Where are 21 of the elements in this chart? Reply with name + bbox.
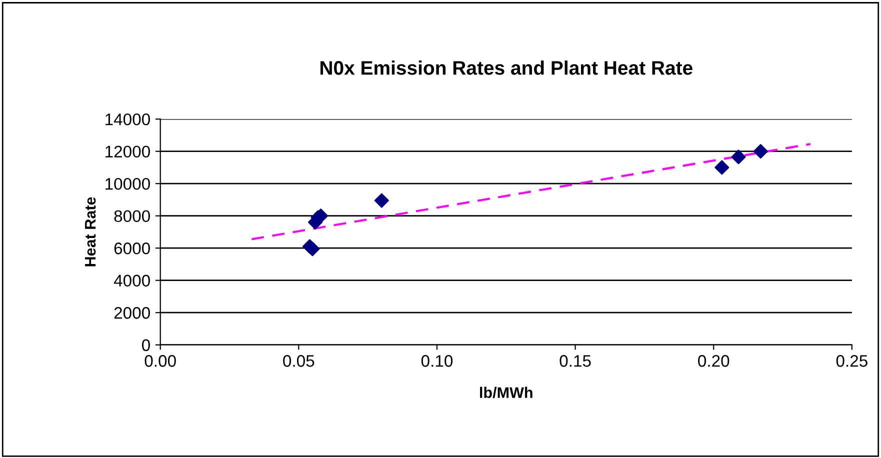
point bbox=[374, 193, 389, 208]
point bbox=[753, 144, 768, 159]
x-axis-title: lb/MWh bbox=[480, 386, 532, 398]
x-tick-label: 0.10 bbox=[421, 355, 453, 367]
x-tick-label: 0.20 bbox=[698, 355, 730, 367]
y-axis-title: Heat Rate bbox=[85, 197, 96, 266]
y-tick-label: 14000 bbox=[106, 113, 150, 126]
point bbox=[731, 150, 746, 164]
x-tick-label: 0.25 bbox=[836, 355, 868, 367]
y-tick-label: 6000 bbox=[114, 242, 150, 254]
y-tick-label: 10000 bbox=[106, 178, 150, 190]
chart-title: N0x Emission Rates and Plant Heat Rate bbox=[320, 60, 692, 75]
point bbox=[714, 160, 730, 175]
y-tick-label: 4000 bbox=[114, 274, 150, 287]
x-tick-label: 0.05 bbox=[283, 355, 314, 367]
y-tick-label: 2000 bbox=[114, 307, 150, 319]
x-tick-label: 0.00 bbox=[144, 355, 176, 367]
y-tick-label: 8000 bbox=[114, 210, 150, 222]
y-tick-label: 0 bbox=[142, 339, 150, 352]
x-tick-label: 0.15 bbox=[560, 355, 591, 367]
y-tick-label: 12000 bbox=[106, 146, 150, 158]
